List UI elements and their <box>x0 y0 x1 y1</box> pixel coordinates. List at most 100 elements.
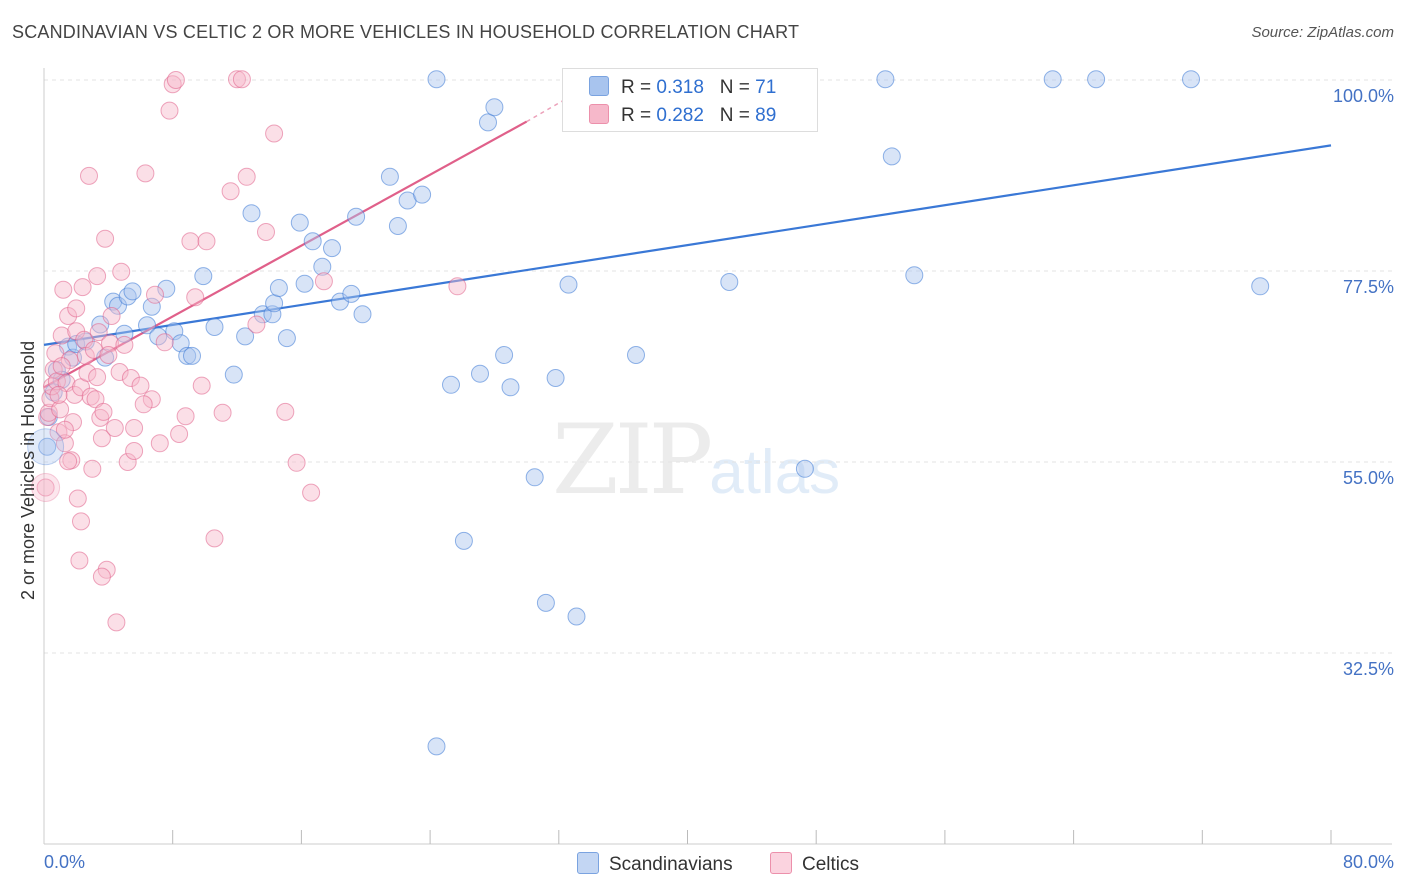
scandinavian-point-large <box>27 428 65 466</box>
scandinavian-point-44 <box>413 185 432 204</box>
scandinavian-point-52 <box>501 378 520 397</box>
scandinavian-point-47 <box>454 531 473 550</box>
scandinavian-point-54 <box>536 593 555 612</box>
chart-title: SCANDINAVIAN VS CELTIC 2 OR MORE VEHICLE… <box>12 22 800 42</box>
celtic-point-73 <box>276 402 295 421</box>
scandinavian-point-36 <box>323 239 341 258</box>
celtic-point-83 <box>134 395 153 414</box>
celtic-point-85 <box>49 385 68 404</box>
celtic-point-84 <box>52 357 71 376</box>
y-tick-label-100: 100.0% <box>1332 86 1394 106</box>
celtic-point-41 <box>105 419 124 437</box>
celtic-point-12 <box>55 434 74 453</box>
celtic-point-2 <box>39 403 58 422</box>
celtic-point-86 <box>59 452 78 471</box>
celtic-point-78 <box>55 420 74 439</box>
celtic-point-48 <box>125 442 144 460</box>
legend-label-celtics: Celtics <box>802 854 860 875</box>
gridlines <box>44 79 1392 654</box>
celtic-point-81 <box>99 346 118 364</box>
scandinavian-point-29 <box>265 294 284 313</box>
celtic-point-67 <box>228 70 246 89</box>
celtic-point-59 <box>176 407 195 426</box>
celtic-point-52 <box>146 285 164 304</box>
scandinavian-point-70 <box>427 737 446 756</box>
celtic-point-35 <box>92 429 111 448</box>
scandinavian-point-46 <box>442 375 460 394</box>
celtic-point-75 <box>302 483 321 502</box>
scandinavian-point-26 <box>242 204 261 223</box>
celtic-trend-line <box>43 120 528 389</box>
scandinavian-point-50 <box>485 98 504 117</box>
celtic-point-79 <box>67 299 86 318</box>
celtic-point-50 <box>136 164 155 183</box>
celtic-point-54 <box>155 333 174 352</box>
scandinavian-trend-line <box>43 144 1332 346</box>
scandinavian-point-22 <box>194 267 213 286</box>
scandinavian-point-40 <box>353 305 372 324</box>
watermark: ZIPatlas <box>552 404 840 516</box>
celtic-point-28 <box>81 387 100 406</box>
scandinavian-point-66 <box>1043 70 1062 89</box>
scandinavian-point-20 <box>178 346 197 365</box>
celtic-point-61 <box>186 288 205 307</box>
scandinavian-point-49 <box>479 113 497 132</box>
data-points <box>27 70 1270 756</box>
y-tick-label-55: 55.0% <box>1342 468 1394 488</box>
scandinavian-point-57 <box>567 607 586 626</box>
scandinavian-point-71 <box>38 437 57 456</box>
celtic-point-26 <box>78 363 97 382</box>
scandinavian-point-30 <box>269 279 288 297</box>
celtic-point-43 <box>110 363 129 381</box>
celtic-point-55 <box>160 101 179 120</box>
celtic-point-65 <box>213 403 232 422</box>
celtic-point-10 <box>52 326 71 345</box>
scandinavian-point-33 <box>295 274 314 293</box>
scandinavian-point-39 <box>347 207 366 226</box>
scandinavian-point-64 <box>882 147 901 166</box>
legend-row-scandinavians: R = 0.318 N = 71 <box>589 76 776 99</box>
legend-swatch-blue <box>589 76 609 96</box>
celtic-point-20 <box>68 489 87 508</box>
axes <box>43 68 1392 845</box>
stats-legend: R = 0.318 N = 71 R = 0.282 N = 89 <box>562 68 818 132</box>
celtic-point-63 <box>197 232 216 251</box>
celtic-point-9 <box>51 400 70 419</box>
celtic-point-71 <box>257 223 275 241</box>
legend-item-celtics[interactable]: Celtics <box>770 852 859 876</box>
y-tick-label-32: 32.5% <box>1342 659 1394 679</box>
scandinavian-point-72 <box>44 383 63 402</box>
scandinavian-point-53 <box>525 468 544 487</box>
source-label: Source: ZipAtlas.com <box>1251 24 1394 41</box>
legend-n-label: N = <box>719 105 756 126</box>
celtic-point-32 <box>88 267 107 286</box>
scandinavian-point-61 <box>720 273 739 291</box>
celtic-point-40 <box>102 307 121 325</box>
scandinavian-point-42 <box>388 217 407 235</box>
celtic-point-53 <box>150 434 169 453</box>
legend-item-scandinavians[interactable]: Scandinavians <box>577 852 733 876</box>
celtic-point-60 <box>181 232 200 251</box>
legend-r-label: R = <box>621 105 657 126</box>
celtic-point-70 <box>247 315 266 334</box>
celtic-point-44 <box>112 262 131 281</box>
scandinavian-point-62 <box>795 459 814 478</box>
scandinavian-point-13 <box>123 282 142 301</box>
legend-r-value: 0.318 <box>656 77 704 98</box>
celtic-point-11 <box>54 280 73 299</box>
scandinavian-point-68 <box>1182 70 1200 89</box>
scandinavian-point-55 <box>546 369 565 387</box>
scandinavian-point-15 <box>142 297 161 316</box>
celtic-point-74 <box>287 453 306 472</box>
celtic-point-47 <box>121 369 140 387</box>
celtic-point-33 <box>89 323 108 342</box>
scandinavian-point-32 <box>290 213 309 232</box>
celtic-point-46 <box>118 453 137 471</box>
scandinavian-point-67 <box>1087 70 1106 89</box>
celtic-point-72 <box>265 124 284 143</box>
celtic-point-77 <box>448 277 467 296</box>
y-axis-label: 2 or more Vehicles in Household <box>18 340 38 600</box>
y-tick-label-77: 77.5% <box>1342 277 1394 297</box>
scandinavian-point-51 <box>495 346 514 364</box>
